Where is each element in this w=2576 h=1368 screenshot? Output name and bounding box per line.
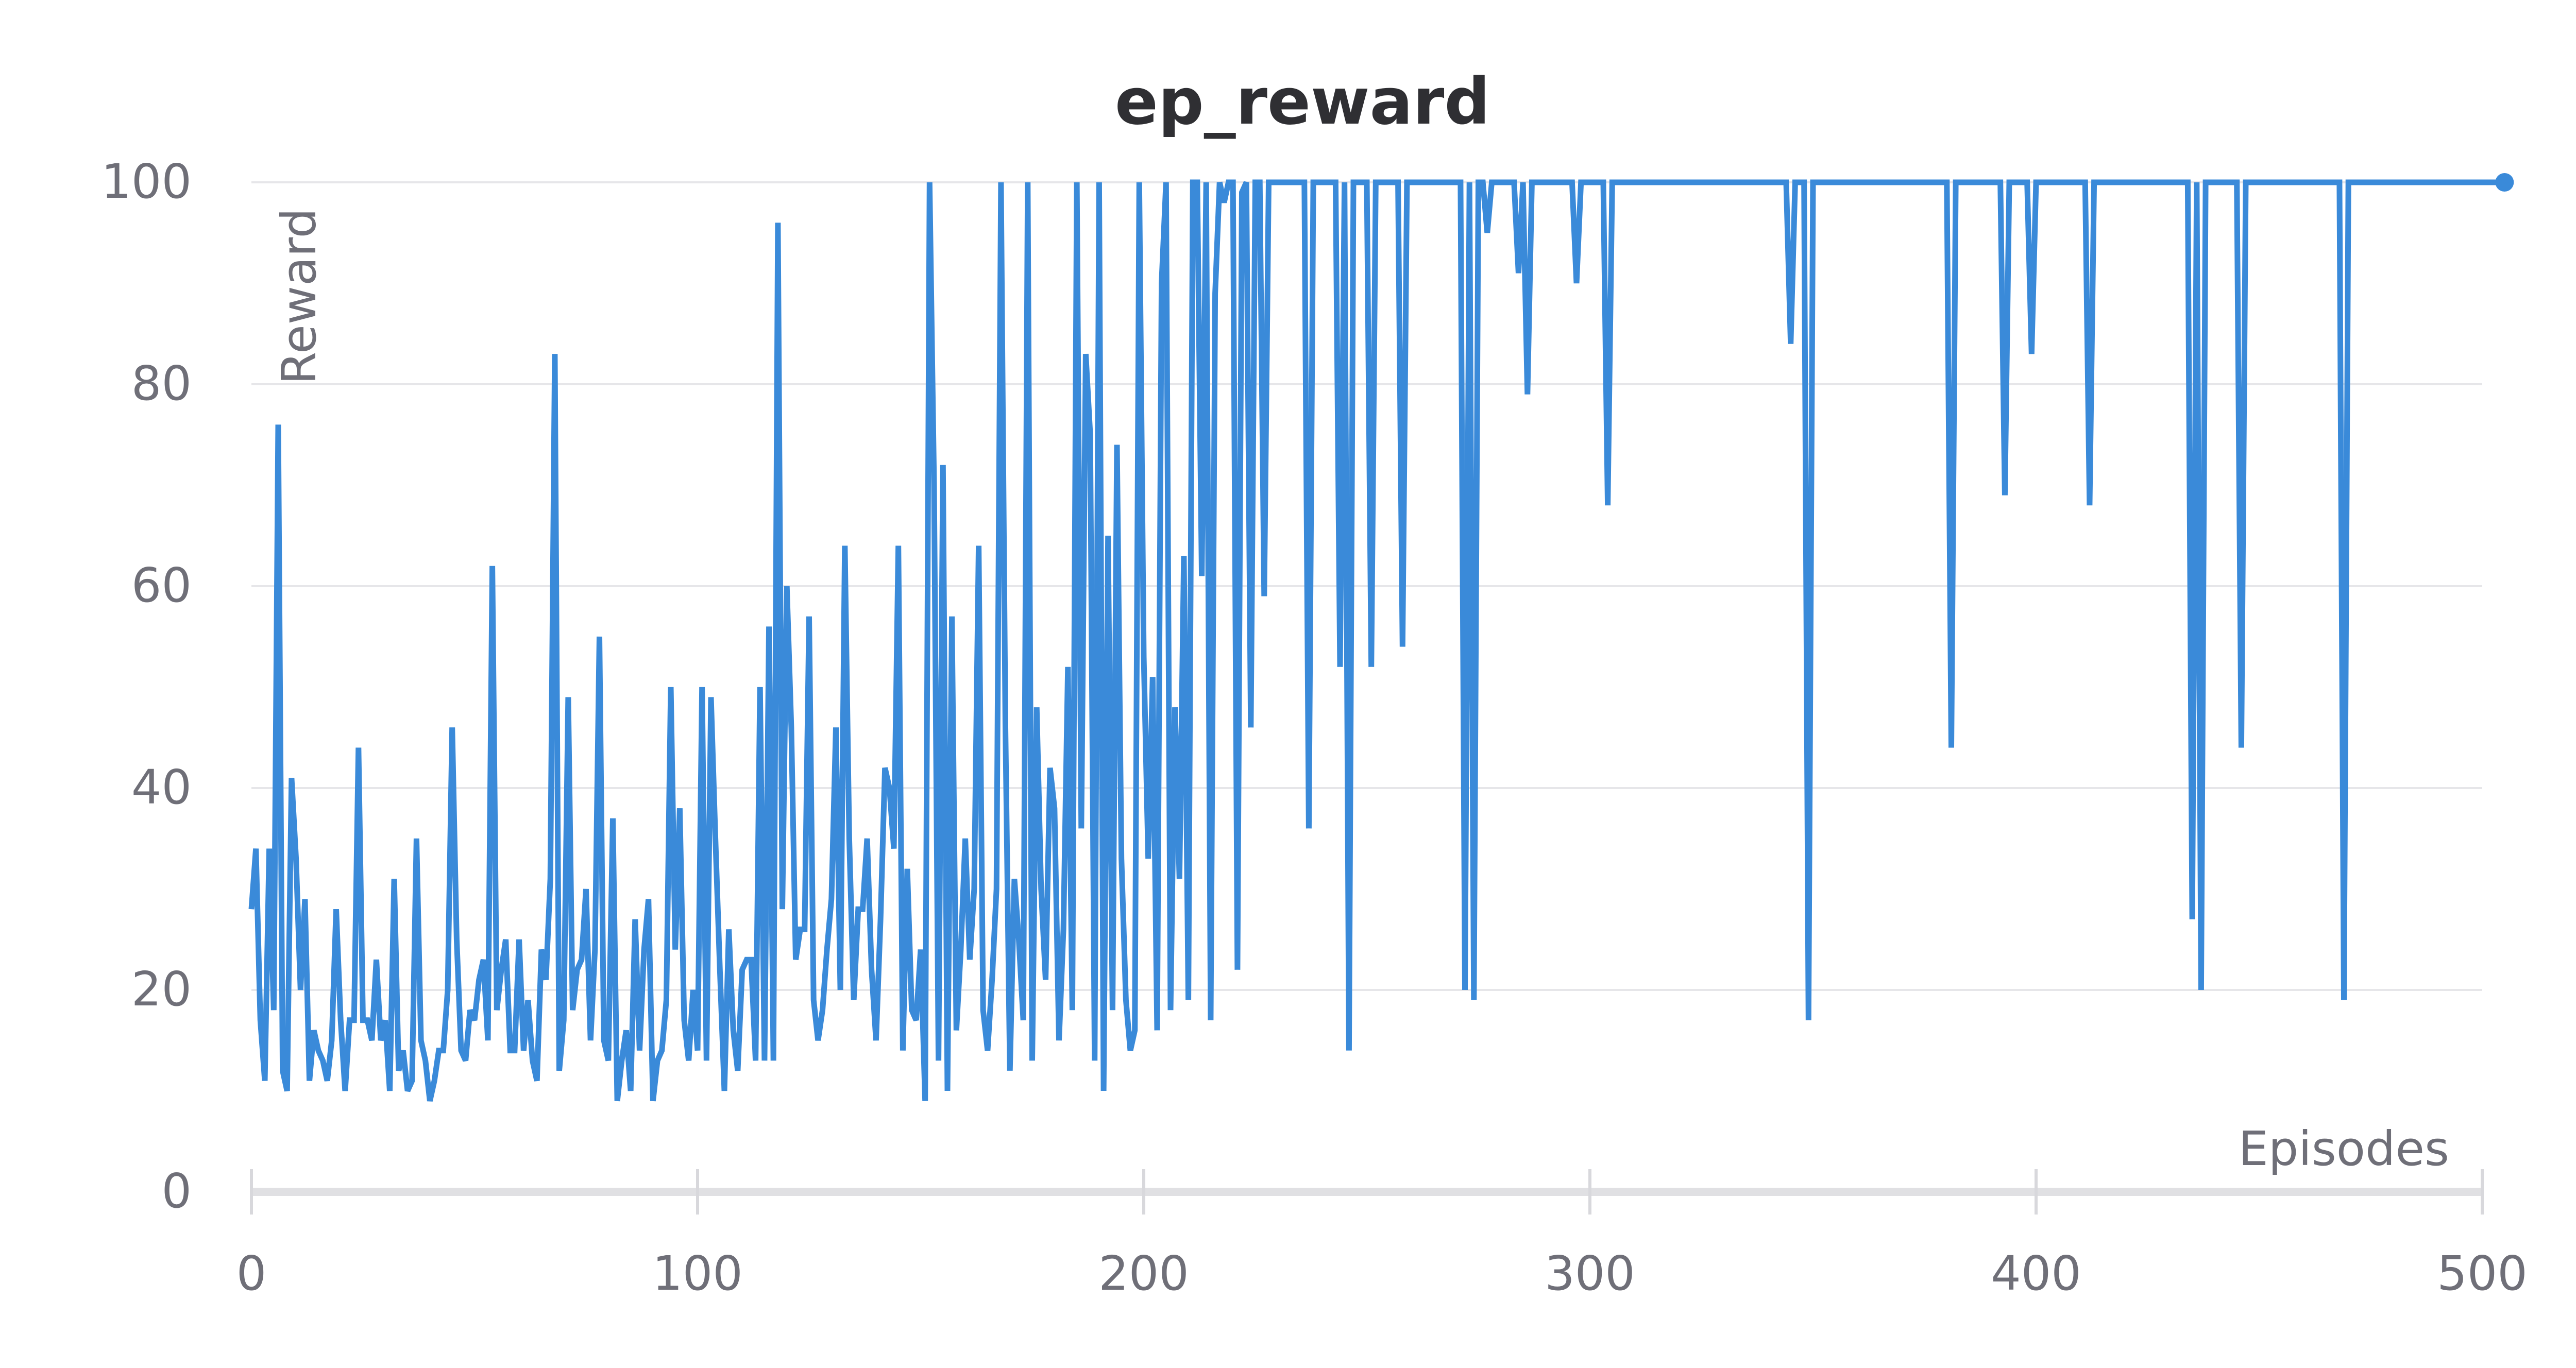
series-group bbox=[248, 173, 2514, 1102]
x-axis: 0 100 200 300 400 500 bbox=[236, 1169, 2528, 1301]
y-tick-label: 60 bbox=[131, 558, 192, 613]
series-line bbox=[248, 179, 2505, 1102]
y-axis-label: Reward bbox=[272, 208, 327, 385]
x-tick-label: 200 bbox=[1098, 1246, 1189, 1301]
x-axis-label: Episodes bbox=[2239, 1121, 2449, 1176]
y-tick-label: 40 bbox=[131, 760, 192, 815]
last-point-marker bbox=[2495, 173, 2514, 192]
y-tick-label: 20 bbox=[131, 962, 192, 1017]
y-tick-label: 0 bbox=[161, 1164, 192, 1219]
y-tick-label: 100 bbox=[101, 154, 192, 209]
chart-title: ep_reward bbox=[1115, 65, 1490, 139]
x-tick-label: 300 bbox=[1545, 1246, 1635, 1301]
x-tick-label: 500 bbox=[2437, 1246, 2528, 1301]
x-tick-label: 400 bbox=[1991, 1246, 2081, 1301]
x-tick-label: 100 bbox=[652, 1246, 743, 1301]
y-axis: 0 20 40 60 80 100 bbox=[101, 154, 192, 1219]
x-tick-label: 0 bbox=[236, 1246, 267, 1301]
y-tick-label: 80 bbox=[131, 356, 192, 411]
